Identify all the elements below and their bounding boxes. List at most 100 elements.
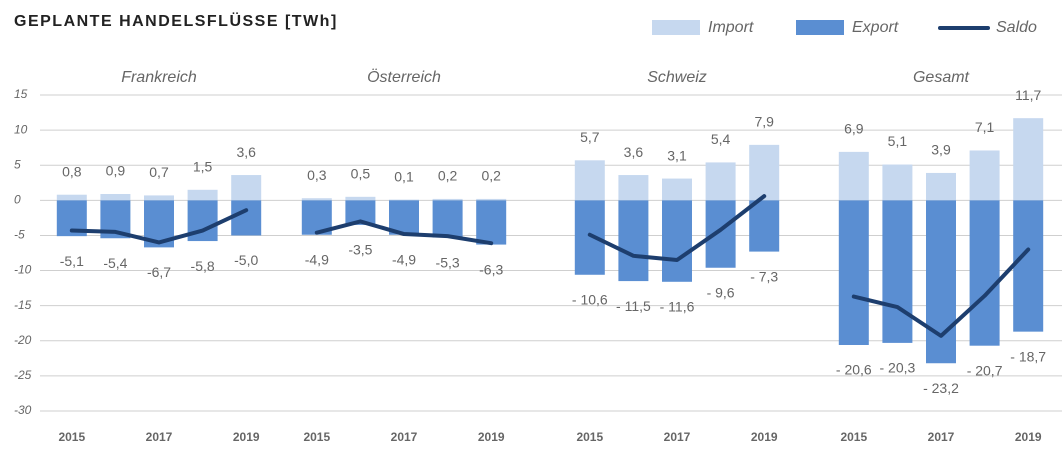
bar	[749, 200, 780, 252]
data-label: 0,7	[149, 164, 169, 180]
bar	[618, 175, 649, 201]
data-label: 0,1	[394, 168, 414, 184]
data-label: 6,9	[844, 121, 864, 137]
data-label: 5,4	[711, 131, 731, 147]
x-tick-label: 2019	[233, 430, 260, 444]
panel-title: Österreich	[367, 68, 441, 86]
y-tick-label: -30	[14, 403, 32, 417]
x-tick-label: 2017	[664, 430, 691, 444]
line	[851, 247, 1031, 338]
x-tick-label: 2017	[146, 430, 173, 444]
data-label: 0,2	[438, 168, 458, 184]
data-label: 0,9	[106, 163, 126, 179]
data-label: 11,7	[1015, 87, 1041, 103]
y-tick-label: -20	[14, 333, 32, 347]
data-label: 0,3	[307, 167, 327, 183]
bar	[231, 175, 262, 201]
data-label: - 11,6	[660, 298, 695, 314]
bar	[618, 200, 649, 282]
legend-label: Import	[708, 19, 754, 36]
bar	[749, 144, 780, 201]
y-tick-label: 10	[14, 122, 28, 136]
data-label: -4,9	[392, 251, 416, 267]
bar	[100, 194, 131, 201]
bar	[574, 200, 605, 275]
data-label: 3,6	[624, 144, 644, 160]
line	[587, 194, 767, 263]
y-tick-label: 5	[14, 157, 21, 171]
legend-label: Export	[852, 19, 899, 36]
data-label: - 20,3	[879, 360, 915, 376]
data-label: 3,1	[667, 147, 687, 163]
x-tick-label: 2015	[58, 430, 85, 444]
data-label: - 9,6	[707, 284, 735, 300]
bar	[969, 150, 1000, 201]
data-label: -5,1	[60, 253, 84, 269]
bar	[187, 189, 218, 201]
data-label: 0,5	[351, 166, 371, 182]
y-tick-label: 15	[14, 87, 28, 101]
bar	[144, 195, 174, 201]
bar	[882, 164, 913, 201]
data-label: 5,1	[888, 133, 908, 149]
bar	[662, 178, 692, 201]
data-label: 5,7	[580, 129, 600, 145]
data-label: 3,6	[236, 144, 256, 160]
x-tick-label: 2019	[1015, 430, 1042, 444]
x-tick-label: 2017	[391, 430, 418, 444]
data-label: -5,8	[191, 258, 215, 274]
data-label: 0,8	[62, 163, 82, 179]
data-label: - 11,5	[616, 298, 651, 314]
bar	[231, 200, 262, 236]
bar	[1013, 200, 1044, 332]
bar	[476, 200, 507, 245]
data-label: - 23,2	[923, 380, 959, 396]
bar	[705, 162, 736, 201]
line	[314, 219, 494, 246]
data-label: - 20,6	[836, 362, 872, 378]
data-label: -3,5	[348, 242, 372, 258]
data-label: 1,5	[193, 159, 213, 175]
x-tick-label: 2015	[303, 430, 330, 444]
data-label: 7,1	[975, 119, 995, 135]
legend-swatch	[652, 20, 700, 35]
data-label: - 10,6	[572, 291, 608, 307]
panel-title: Schweiz	[647, 69, 707, 86]
data-label: - 20,7	[967, 362, 1003, 378]
bar	[969, 200, 1000, 346]
x-tick-label: 2017	[928, 430, 955, 444]
data-label: -6,7	[147, 264, 171, 280]
bar	[574, 160, 605, 201]
data-label: - 18,7	[1010, 348, 1046, 364]
bar	[301, 198, 332, 201]
line	[69, 208, 249, 245]
y-tick-label: -15	[14, 298, 32, 312]
bar	[345, 196, 376, 201]
bar	[662, 200, 692, 282]
data-label: - 7,3	[750, 268, 778, 284]
bar	[838, 200, 869, 345]
x-tick-label: 2015	[576, 430, 603, 444]
bar	[389, 199, 419, 201]
y-tick-label: -5	[14, 228, 25, 242]
y-tick-label: 0	[14, 193, 21, 207]
legend-swatch	[796, 20, 844, 35]
data-label: 3,9	[931, 142, 951, 158]
data-label: -5,0	[234, 252, 258, 268]
y-tick-label: -25	[14, 368, 32, 382]
bar	[1013, 118, 1044, 201]
bar	[882, 200, 913, 343]
x-tick-label: 2019	[751, 430, 778, 444]
bar	[926, 200, 956, 364]
data-label: -4,9	[305, 251, 329, 267]
y-tick-label: -10	[14, 263, 32, 277]
chart-title: GEPLANTE HANDELSFLÜSSE [TWh]	[14, 11, 338, 30]
panel-title: Gesamt	[913, 69, 970, 86]
data-label: -6,3	[479, 261, 503, 277]
x-tick-label: 2015	[840, 430, 867, 444]
bar	[838, 151, 869, 201]
panel-title: Frankreich	[121, 69, 197, 86]
data-label: -5,3	[436, 254, 460, 270]
bar	[56, 194, 87, 201]
